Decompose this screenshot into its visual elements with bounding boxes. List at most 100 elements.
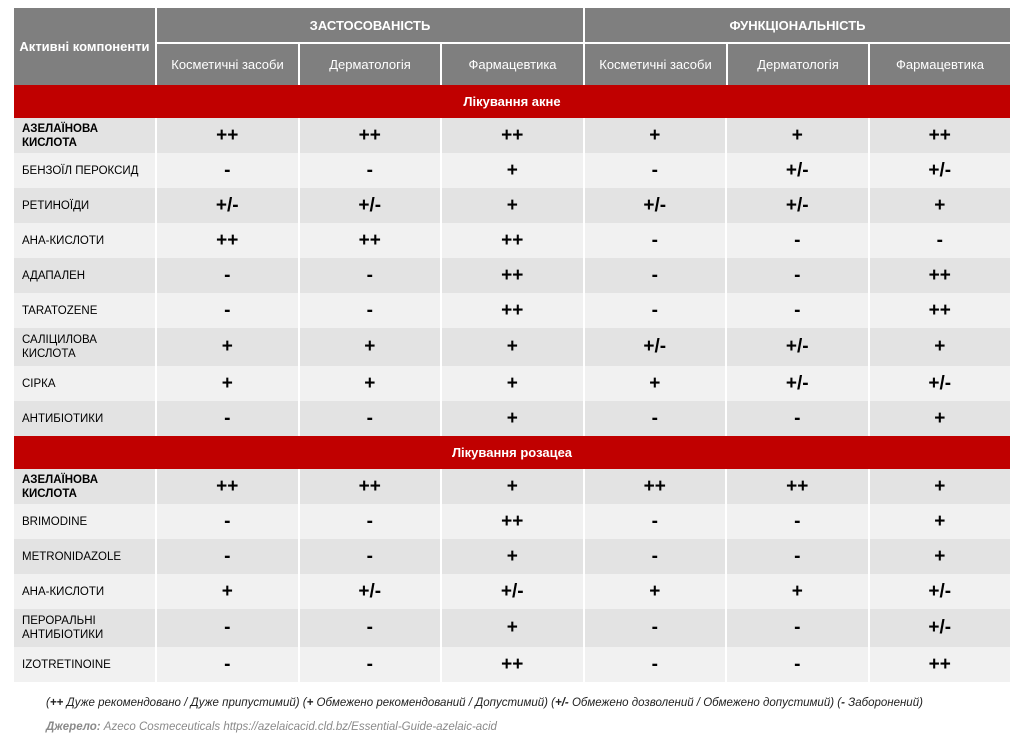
component-name: АНА-КИСЛОТИ (14, 574, 155, 609)
rating-cell: ++ (440, 118, 583, 153)
rating-cell: + (440, 366, 583, 401)
rating-cell: +/- (867, 366, 1010, 401)
rating-cell: - (297, 609, 440, 647)
rating-cell: + (867, 504, 1010, 539)
legend-symbol: +/- (555, 697, 569, 709)
table-row: СІРКА + + + + +/- +/- (14, 366, 1010, 401)
component-name: METRONIDAZOLE (14, 539, 155, 574)
rating-cell: ++ (725, 469, 868, 504)
rating-cell: - (155, 258, 298, 293)
column-header: Фармацевтика (868, 42, 1010, 85)
component-name: АНТИБІОТИКИ (14, 401, 155, 436)
rating-cell: - (297, 401, 440, 436)
rating-cell: ++ (440, 647, 583, 682)
component-name: АЗЕЛАЇНОВА КИСЛОТА (14, 118, 155, 153)
rating-cell: + (297, 328, 440, 366)
rating-cell: ++ (155, 223, 298, 258)
table-row: IZOTRETINOINE - - ++ - - ++ (14, 647, 1010, 682)
rating-cell: + (297, 366, 440, 401)
rating-cell: +/- (582, 328, 725, 366)
component-name: АЗЕЛАЇНОВА КИСЛОТА (14, 469, 155, 504)
rating-cell: + (725, 118, 868, 153)
rating-cell: + (725, 574, 868, 609)
table-row: BRIMODINE - - ++ - - + (14, 504, 1010, 539)
rating-cell: - (582, 258, 725, 293)
rating-cell: + (867, 401, 1010, 436)
component-name: IZOTRETINOINE (14, 647, 155, 682)
source-note: Джерело: Azeco Cosmeceuticals https://az… (46, 721, 497, 733)
table-row: METRONIDAZOLE - - + - - + (14, 539, 1010, 574)
rating-cell: + (582, 574, 725, 609)
rating-cell: - (297, 647, 440, 682)
rating-cell: - (155, 293, 298, 328)
component-name: TARATOZENE (14, 293, 155, 328)
component-name: САЛІЦИЛОВА КИСЛОТА (14, 328, 155, 366)
rating-cell: +/- (867, 609, 1010, 647)
rating-cell: ++ (440, 258, 583, 293)
rating-cell: - (725, 647, 868, 682)
legend-item: (++ Дуже рекомендовано / Дуже припустими… (46, 697, 300, 709)
table-row: TARATOZENE - - ++ - - ++ (14, 293, 1010, 328)
legend-text: Заборонений (848, 697, 920, 709)
rating-cell: ++ (867, 647, 1010, 682)
table-header: Активні компоненти ЗАСТОСОВАНІСТЬ ФУНКЦІ… (14, 8, 1010, 85)
rating-cell: - (582, 293, 725, 328)
rating-cell: + (582, 118, 725, 153)
rating-cell: + (155, 574, 298, 609)
rating-cell: +/- (297, 188, 440, 223)
component-name: АДАПАЛЕН (14, 258, 155, 293)
legend-symbol: + (306, 697, 314, 709)
rating-cell: +/- (725, 328, 868, 366)
rating-cell: - (582, 647, 725, 682)
rating-cell: - (155, 401, 298, 436)
rating-cell: + (440, 609, 583, 647)
rating-cell: - (155, 504, 298, 539)
rating-cell: ++ (867, 258, 1010, 293)
rating-cell: +/- (297, 574, 440, 609)
rating-cell: ++ (155, 118, 298, 153)
rating-cell: ++ (867, 118, 1010, 153)
table-row: САЛІЦИЛОВА КИСЛОТА + + + +/- +/- + (14, 328, 1010, 366)
rating-cell: + (440, 539, 583, 574)
rating-cell: + (440, 328, 583, 366)
component-name: BRIMODINE (14, 504, 155, 539)
legend-item: (- Заборонений) (834, 697, 923, 709)
rating-cell: +/- (725, 188, 868, 223)
column-header: Дерматологія (726, 42, 868, 85)
rating-cell: - (155, 153, 298, 188)
rating-cell: - (297, 293, 440, 328)
rating-cell: - (155, 647, 298, 682)
rating-cell: - (297, 258, 440, 293)
table-row: БЕНЗОЇЛ ПЕРОКСИД - - + - +/- +/- (14, 153, 1010, 188)
rating-cell: - (725, 258, 868, 293)
rating-cell: +/- (440, 574, 583, 609)
legend-text: Обмежено дозволений / Обмежено допустими… (571, 697, 831, 709)
table-row: РЕТИНОЇДИ +/- +/- + +/- +/- + (14, 188, 1010, 223)
group-header-functionality: ФУНКЦІОНАЛЬНІСТЬ (583, 8, 1010, 42)
rating-cell: - (582, 401, 725, 436)
rating-cell: - (582, 609, 725, 647)
rating-cell: - (582, 539, 725, 574)
rating-cell: ++ (297, 118, 440, 153)
rating-cell: - (725, 609, 868, 647)
table-row: АЗЕЛАЇНОВА КИСЛОТА++++++++++ (14, 469, 1010, 504)
rating-cell: +/- (725, 366, 868, 401)
rating-cell: - (725, 223, 868, 258)
rating-cell: - (725, 293, 868, 328)
legend-symbol: ++ (49, 697, 64, 709)
table-row: ПЕРОРАЛЬНІ АНТИБІОТИКИ - - + - - +/- (14, 609, 1010, 647)
rating-cell: +/- (867, 574, 1010, 609)
rating-cell: +/- (582, 188, 725, 223)
legend-symbol: - (841, 697, 845, 709)
component-name: РЕТИНОЇДИ (14, 188, 155, 223)
rating-cell: - (155, 609, 298, 647)
rating-cell: - (155, 539, 298, 574)
rating-cell: ++ (440, 223, 583, 258)
rating-cell: - (297, 153, 440, 188)
rating-cell: + (155, 366, 298, 401)
rating-cell: - (867, 223, 1010, 258)
rating-cell: ++ (440, 504, 583, 539)
source-text: Azeco Cosmeceuticals https://azelaicacid… (103, 721, 497, 733)
legend-item: (+/- Обмежено дозволений / Обмежено допу… (547, 697, 835, 709)
rating-cell: + (867, 469, 1010, 504)
